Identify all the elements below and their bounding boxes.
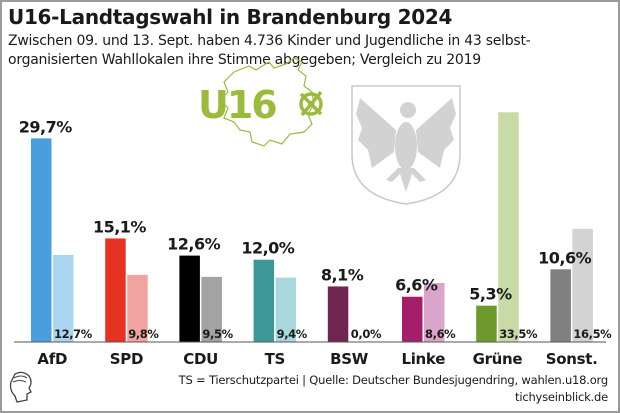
footer-brand: tichyseinblick.de [515,390,608,404]
value-label-2019: 9,5% [202,327,233,341]
value-label-2019: 33,5% [499,327,538,341]
bar-2024-5 [402,296,423,342]
bar-2019-0 [53,254,74,342]
category-label: Grüne [473,350,523,368]
brandenburg-outline [219,57,315,147]
subtitle-line-2: organisierten Wahllokalen ihre Stimme ab… [8,52,481,68]
category-label: CDU [183,350,218,368]
bar-2019-3 [275,277,297,342]
bar-2024-4 [327,286,349,342]
u16-text: U16 [198,83,276,127]
value-label-2019: 12,7% [54,327,93,341]
value-label-2019: 9,4% [277,327,308,341]
bar-2024-6 [476,305,497,342]
bar-2024-7 [550,269,571,342]
bar-2024-3 [253,259,275,342]
bar-2024-2 [179,255,200,342]
chart-subtitle: Zwischen 09. und 13. Sept. haben 4.736 K… [8,32,608,70]
value-label-2024: 5,3% [469,285,512,304]
ballot-cross-icon [299,90,323,117]
bar-2019-6 [498,112,519,343]
value-label-2019: 9,8% [128,327,159,341]
value-label-2024: 29,7% [19,117,72,136]
bar-2019-2 [201,276,222,342]
footer-source: TS = Tierschutzpartei | Quelle: Deutsche… [178,373,609,387]
category-label: TS [265,350,285,368]
category-label: Sonst. [546,350,598,368]
value-label-2024: 12,6% [167,235,220,254]
bar-2024-0 [31,138,52,342]
value-label-2024: 12,0% [241,239,294,258]
category-label: SPD [110,350,143,368]
value-label-2019: 0,0% [351,327,382,341]
category-label: Linke [401,350,445,368]
value-label-2019: 8,6% [425,327,456,341]
category-label: AfD [37,350,67,368]
bar-2024-1 [105,238,126,342]
bar-2019-7 [572,228,593,342]
value-label-2024: 6,6% [395,276,438,295]
value-label-2019: 16,5% [573,327,612,341]
value-label-2024: 10,6% [538,248,591,267]
chart-title: U16-Landtagswahl in Brandenburg 2024 [8,5,453,29]
value-label-2024: 15,1% [93,217,146,236]
u16-logo: U16 [198,57,323,147]
value-label-2024: 8,1% [321,265,364,284]
category-label: BSW [330,350,369,368]
bar-2019-5 [424,283,445,342]
brandenburg-eagle-icon [351,85,461,205]
classical-head-icon [9,371,32,403]
subtitle-line-1: Zwischen 09. und 13. Sept. haben 4.736 K… [8,33,531,49]
bar-2019-1 [127,274,148,342]
